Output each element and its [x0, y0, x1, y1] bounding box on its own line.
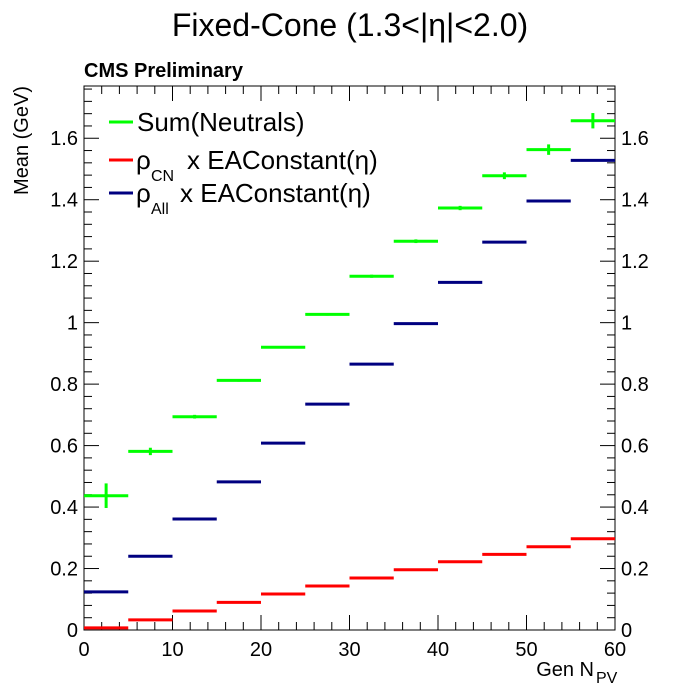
series-rho-cn: [84, 537, 615, 630]
y-tick-label-left: 0.6: [50, 436, 78, 458]
legend-label-symbol: ρ: [136, 145, 151, 175]
chart-title: Fixed-Cone (1.3<|η|<2.0): [172, 7, 528, 43]
data-layer: [84, 113, 615, 630]
legend-label-subscript: CN: [151, 168, 174, 185]
x-tick-label: 60: [604, 639, 626, 661]
y-tick-label-right: 1: [621, 313, 632, 335]
y-tick-label-left: 0.2: [50, 559, 78, 581]
legend-label: Sum(Neutrals): [137, 107, 305, 137]
y-axis-title: Mean (GeV): [11, 86, 33, 195]
y-tick-label-right: 1.4: [621, 190, 649, 212]
y-tick-label-left: 1.6: [50, 128, 78, 150]
series-rho-all: [84, 158, 615, 594]
legend-label-symbol: ρ: [136, 178, 151, 208]
x-tick-label: 0: [78, 639, 89, 661]
y-tick-label-right: 1.2: [621, 251, 649, 273]
y-tick-label-right: 0: [621, 620, 632, 642]
y-tick-label-left: 1.4: [50, 190, 78, 212]
cms-preliminary-label: CMS Preliminary: [84, 60, 244, 82]
x-tick-label: 30: [338, 639, 360, 661]
x-axis-title-subscript: PV: [596, 670, 618, 687]
y-tick-label-left: 0.4: [50, 497, 78, 519]
y-tick-label-right: 0.2: [621, 559, 649, 581]
series-sum-neutrals: [84, 113, 615, 508]
axes-layer: 0 10 20 30 40 50 600 00.2 0.20.4 0.40.6 0.60.8 0.81…: [50, 86, 649, 661]
legend-label-text: x EAConstant(η): [180, 178, 371, 208]
x-tick-label: 40: [427, 639, 449, 661]
legend-label-text: x EAConstant(η): [187, 145, 378, 175]
y-tick-label-left: 1: [67, 313, 78, 335]
legend-label-subscript: All: [151, 201, 169, 218]
y-tick-label-right: 0.8: [621, 374, 649, 396]
x-tick-label: 50: [515, 639, 537, 661]
y-tick-label-left: 0.8: [50, 374, 78, 396]
x-tick-label: 20: [250, 639, 272, 661]
y-tick-label-right: 0.4: [621, 497, 649, 519]
y-tick-label-left: 0: [67, 620, 78, 642]
x-tick-label: 10: [161, 639, 183, 661]
y-tick-label-right: 0.6: [621, 436, 649, 458]
y-tick-label-left: 1.2: [50, 251, 78, 273]
y-tick-label-right: 1.6: [621, 128, 649, 150]
x-axis-title: Gen N: [536, 659, 594, 681]
